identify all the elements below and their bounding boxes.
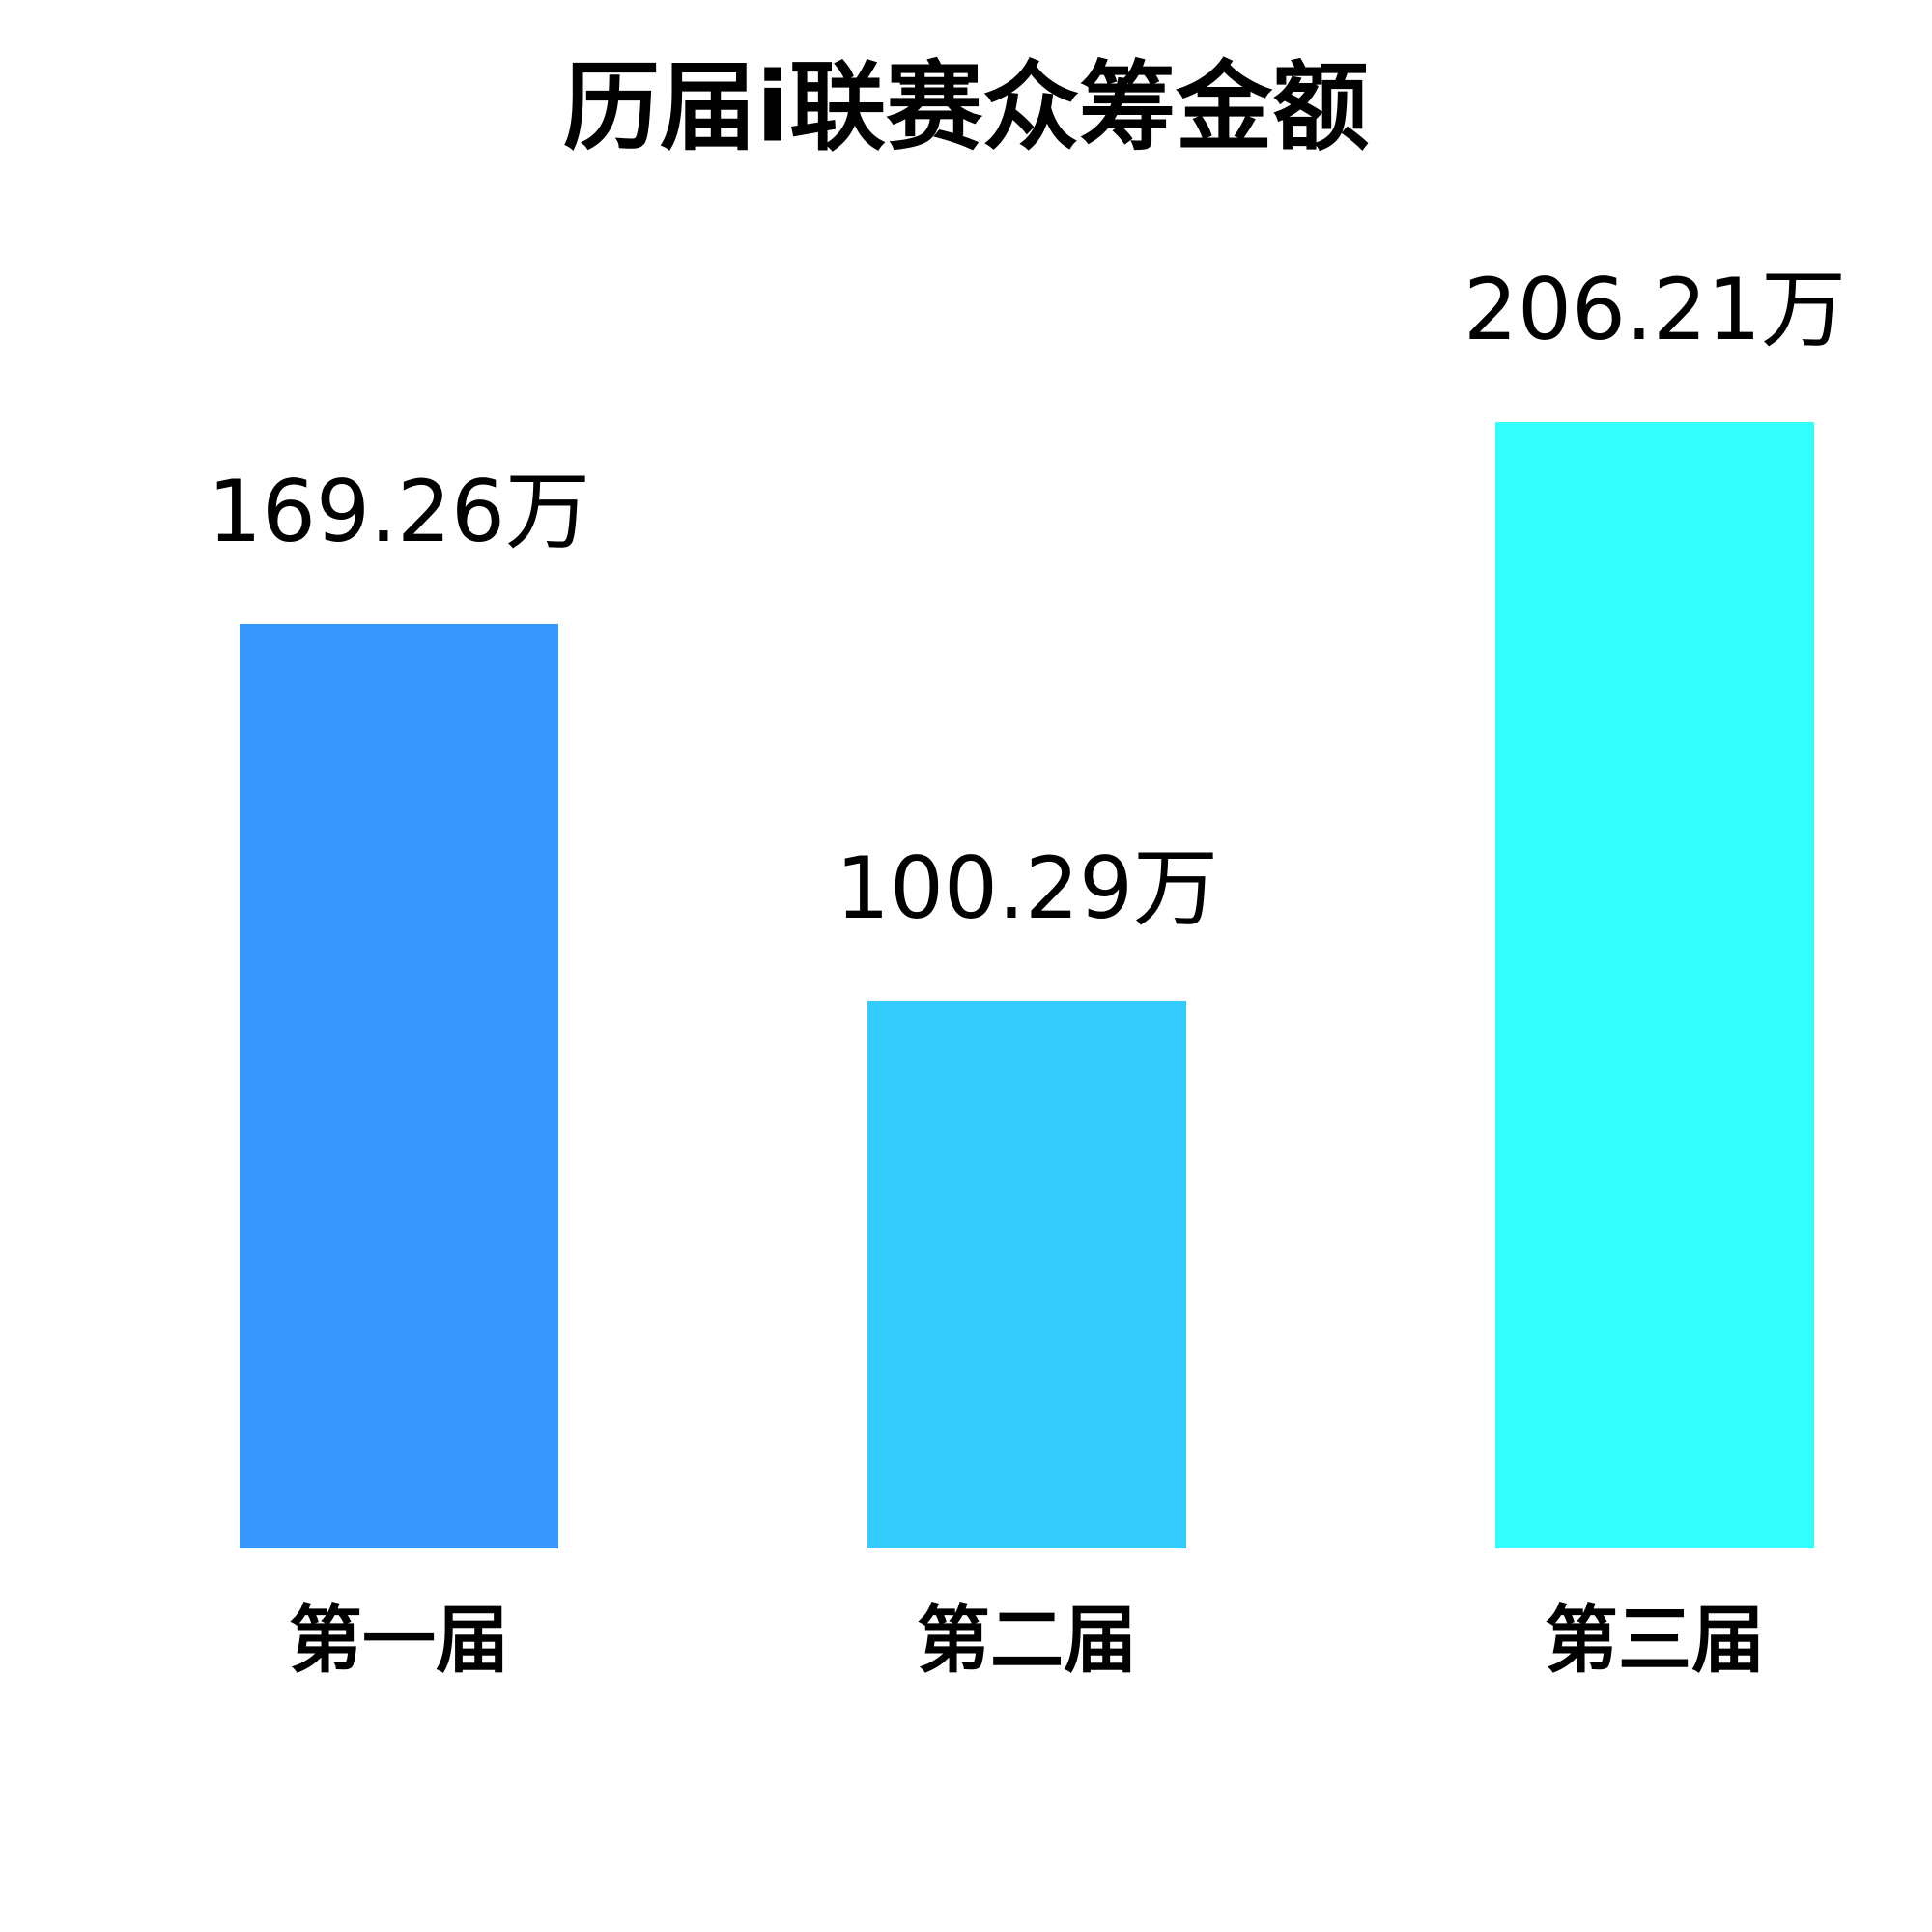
x-tick-label: 第一届 bbox=[289, 1597, 509, 1683]
x-tick-label: 第三届 bbox=[1545, 1597, 1765, 1683]
bar bbox=[867, 1000, 1186, 1548]
chart-title: 历届i联赛众筹金额 bbox=[563, 50, 1369, 163]
value-label: 169.26万 bbox=[208, 462, 590, 561]
bar bbox=[240, 623, 558, 1548]
x-tick-label: 第二届 bbox=[917, 1597, 1137, 1683]
bar bbox=[1495, 422, 1814, 1548]
value-label: 100.29万 bbox=[836, 838, 1218, 938]
value-label: 206.21万 bbox=[1463, 260, 1846, 359]
